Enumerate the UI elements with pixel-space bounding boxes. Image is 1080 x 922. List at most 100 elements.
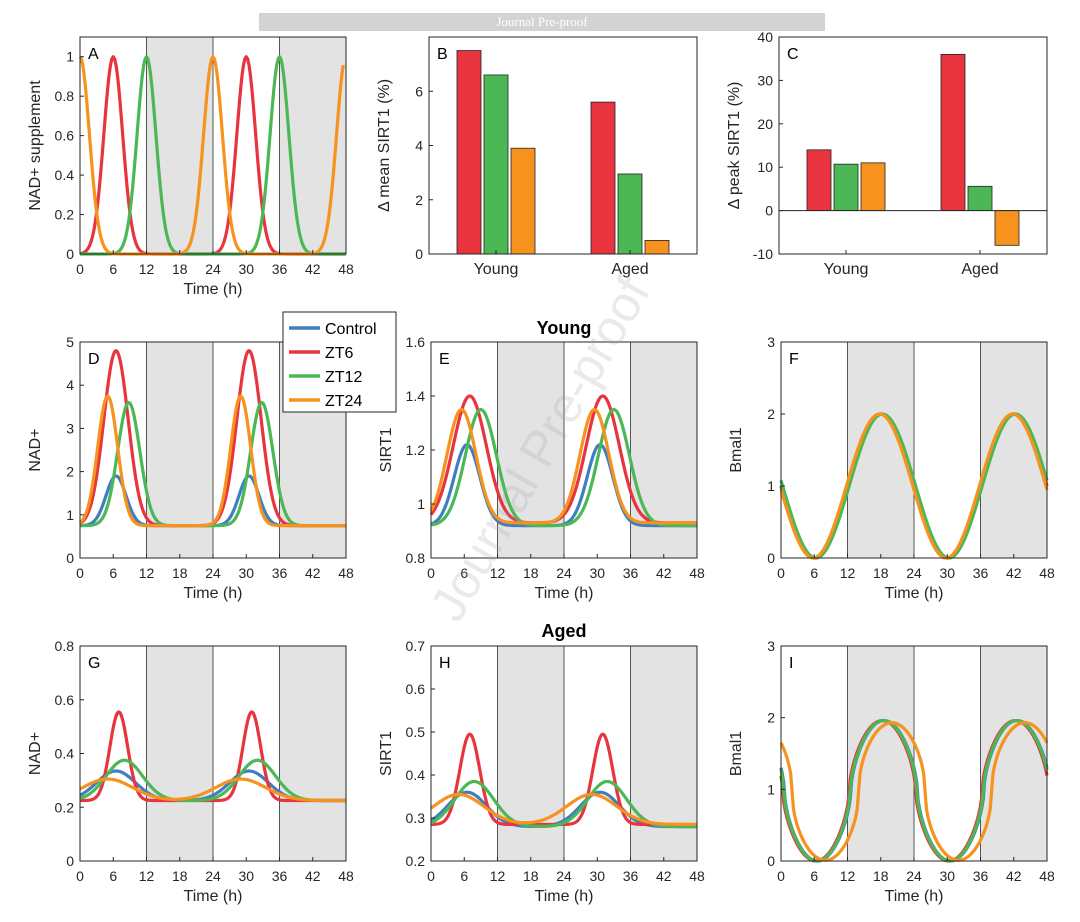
- y-tick-label: 0: [66, 853, 74, 869]
- y-tick-label: 1: [66, 49, 74, 65]
- x-axis-label: Time (h): [885, 888, 944, 905]
- y-tick-label: 0: [66, 550, 74, 566]
- y-tick-label: -10: [753, 246, 773, 262]
- x-tick-label: 6: [109, 565, 117, 581]
- y-tick-label: 0.2: [55, 207, 75, 223]
- panel-letter: A: [88, 46, 99, 63]
- bar-aged-zt12: [617, 173, 643, 255]
- y-tick-label: 0.8: [406, 550, 426, 566]
- y-tick-label: 0: [415, 246, 423, 262]
- x-tick-label: 0: [76, 565, 84, 581]
- x-axis-label: Time (h): [535, 888, 594, 905]
- bar-young-zt12: [833, 163, 859, 212]
- panel-letter: H: [439, 655, 451, 672]
- y-axis-label: Δ mean SIRT1 (%): [376, 79, 393, 212]
- x-tick-label: 24: [205, 868, 221, 884]
- x-tick-label: 30: [589, 565, 605, 581]
- x-tick-label: 6: [109, 261, 117, 277]
- journal-preproof-banner: Journal Pre-proof: [259, 13, 825, 31]
- x-tick-label: 24: [205, 261, 221, 277]
- y-tick-label: 0: [767, 550, 775, 566]
- axes-frame: [428, 36, 698, 255]
- x-tick-label: 42: [656, 565, 672, 581]
- x-tick-label: 42: [1006, 868, 1022, 884]
- x-axis-label: Time (h): [535, 585, 594, 602]
- x-tick-label: 24: [556, 868, 572, 884]
- y-axis-label: Bmal1: [728, 731, 745, 776]
- night-shading: [279, 646, 346, 861]
- x-tick-label: 42: [305, 261, 321, 277]
- x-tick-label: 36: [272, 565, 288, 581]
- x-tick-label: 30: [589, 868, 605, 884]
- y-tick-label: 0.3: [406, 810, 426, 826]
- y-tick-label: 1.4: [406, 388, 426, 404]
- series-line-zt24: [79, 777, 347, 803]
- x-tick-label: 42: [1006, 565, 1022, 581]
- x-tick-label: 6: [460, 868, 468, 884]
- panel-letter: F: [789, 351, 799, 368]
- axes-frame: [780, 341, 1048, 559]
- x-tick-label: 6: [810, 868, 818, 884]
- series-line-zt24: [779, 721, 1049, 862]
- y-tick-label: 1: [66, 507, 74, 523]
- night-shading: [630, 646, 697, 861]
- y-tick-label: 0.4: [55, 167, 75, 183]
- y-tick-label: 4: [66, 377, 74, 393]
- x-tick-label: 48: [689, 868, 705, 884]
- y-tick-label: 20: [757, 116, 773, 132]
- x-tick-label: 30: [238, 565, 254, 581]
- legend: Control ZT6 ZT12 ZT24: [282, 311, 397, 413]
- bar-aged-zt24: [994, 210, 1020, 246]
- x-tick-label: 24: [205, 565, 221, 581]
- row-title-young: Young: [537, 318, 592, 338]
- y-tick-label: 0: [765, 203, 773, 219]
- x-tick-label: 18: [523, 565, 539, 581]
- x-tick-label: 48: [338, 868, 354, 884]
- x-tick-label: 12: [139, 565, 155, 581]
- y-axis-label: NAD+: [27, 732, 44, 775]
- y-tick-label: 0.6: [55, 128, 75, 144]
- y-tick-label: 30: [757, 72, 773, 88]
- x-tick-label: 30: [238, 868, 254, 884]
- y-tick-label: 0.6: [55, 692, 75, 708]
- x-tick-label: 36: [623, 565, 639, 581]
- x-tick-label: 42: [305, 565, 321, 581]
- y-tick-label: 40: [757, 29, 773, 45]
- y-tick-label: 10: [757, 159, 773, 175]
- x-tick-label: 12: [139, 868, 155, 884]
- x-tick-label: 18: [172, 565, 188, 581]
- category-label: Aged: [961, 261, 998, 278]
- x-tick-label: 48: [338, 261, 354, 277]
- x-tick-label: 36: [973, 565, 989, 581]
- night-shading: [146, 646, 213, 861]
- y-tick-label: 2: [66, 464, 74, 480]
- y-tick-label: 0.8: [55, 638, 75, 654]
- x-tick-label: 12: [490, 565, 506, 581]
- x-tick-label: 30: [939, 868, 955, 884]
- x-tick-label: 0: [76, 261, 84, 277]
- x-tick-label: 6: [810, 565, 818, 581]
- x-axis-label: Time (h): [184, 585, 243, 602]
- series-line-zt12: [430, 407, 698, 528]
- x-axis-label: Time (h): [184, 888, 243, 905]
- bar-young-zt12: [483, 74, 509, 255]
- x-tick-label: 12: [139, 261, 155, 277]
- y-tick-label: 2: [767, 710, 775, 726]
- legend-label-zt12: ZT12: [325, 369, 362, 386]
- x-tick-label: 18: [172, 261, 188, 277]
- panel-b: Young Aged 0 2 4 6 B Δ mean SIRT1 (%): [376, 36, 698, 278]
- axes-frame: [79, 645, 347, 862]
- axes-frame: [79, 341, 347, 559]
- bar-young-zt24: [860, 162, 886, 212]
- y-tick-label: 0.8: [55, 88, 75, 104]
- x-tick-label: 6: [460, 565, 468, 581]
- y-tick-label: 1: [417, 496, 425, 512]
- y-tick-label: 1.6: [406, 334, 426, 350]
- y-tick-label: 0.2: [55, 799, 75, 815]
- series-line-zt24: [430, 792, 698, 827]
- y-tick-label: 3: [66, 420, 74, 436]
- y-tick-label: 0.4: [55, 746, 75, 762]
- y-tick-label: 0.5: [406, 724, 426, 740]
